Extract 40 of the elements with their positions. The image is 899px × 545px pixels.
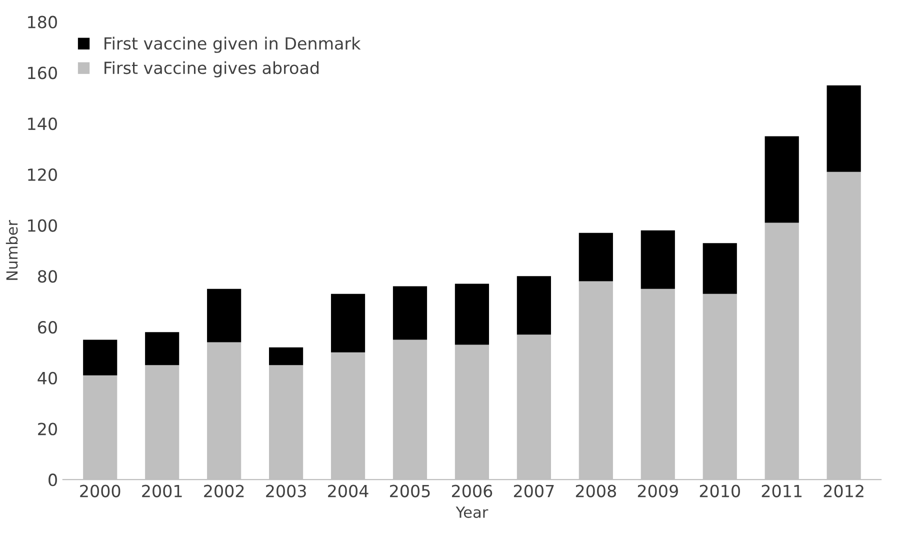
bar [578,232,613,282]
y-tick-label: 80 [38,270,57,283]
x-tick-label: 2012 [824,484,864,498]
bar [764,136,799,223]
bar [702,243,737,294]
y-axis-title: Number [6,220,18,280]
bar [83,340,118,376]
x-tick-label: 2006 [452,484,492,498]
y-tick-label: 60 [38,320,57,334]
x-tick-label: 2002 [204,484,244,498]
bar [516,276,551,335]
bar [145,332,180,366]
x-tick-label: 2007 [514,484,554,498]
y-tick-label: 140 [28,117,57,130]
legend-label: First vaccine given in Denmark [104,36,361,53]
y-tick-label: 120 [28,168,57,181]
x-tick-label: 2011 [762,484,802,498]
x-tick-label: 2001 [142,484,182,498]
y-tick-label: 160 [28,66,57,80]
bar [826,85,861,172]
x-axis-title: Year [456,506,488,518]
bar [392,286,428,340]
x-tick-label: 2000 [80,484,120,498]
y-tick-label: 100 [28,219,57,232]
bar [207,288,242,342]
bar [640,230,675,289]
legend-label: First vaccine gives abroad [104,61,319,78]
x-tick-label: 2010 [700,484,740,498]
x-tick-label: 2005 [390,484,430,498]
y-tick-label: 180 [28,16,57,28]
x-tick-label: 2004 [328,484,368,498]
y-tick-label: 40 [38,372,57,384]
y-tick-label: 0 [48,474,57,486]
bar [330,294,366,352]
x-tick-label: 2003 [266,484,306,498]
bar [269,347,304,366]
x-tick-label: 2009 [638,484,678,498]
bar [454,284,490,345]
y-tick-label: 20 [38,422,57,436]
x-tick-label: 2008 [576,484,616,498]
